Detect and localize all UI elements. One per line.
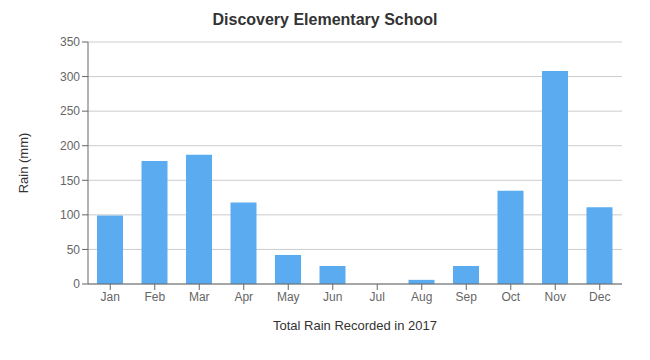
html-text:Discovery Elementary School: Discovery Elementary School (212, 11, 438, 28)
svg-text:Sep: Sep (456, 290, 478, 304)
svg-text:Rain (mm): Rain (mm) (16, 133, 31, 194)
svg-text:200: 200 (60, 139, 80, 153)
svg-text:50: 50 (67, 243, 81, 257)
svg-text:Dec: Dec (589, 290, 610, 304)
svg-text:Nov: Nov (545, 290, 566, 304)
svg-text:Jun: Jun (323, 290, 342, 304)
svg-text:Total Rain Recorded in 2017: Total Rain Recorded in 2017 (273, 318, 437, 333)
svg-text:Oct: Oct (501, 290, 520, 304)
svg-text:250: 250 (60, 104, 80, 118)
svg-text:100: 100 (60, 208, 80, 222)
svg-text:Jul: Jul (370, 290, 385, 304)
svg-text:Feb: Feb (144, 290, 165, 304)
svg-text:Aug: Aug (411, 290, 432, 304)
svg-text:May: May (277, 290, 300, 304)
svg-text:Apr: Apr (234, 290, 253, 304)
svg-text:Mar: Mar (189, 290, 210, 304)
svg-text:350: 350 (60, 35, 80, 49)
svg-text:300: 300 (60, 70, 80, 84)
svg-text:0: 0 (73, 277, 80, 291)
svg-text:Jan: Jan (101, 290, 120, 304)
svg-text:150: 150 (60, 174, 80, 188)
